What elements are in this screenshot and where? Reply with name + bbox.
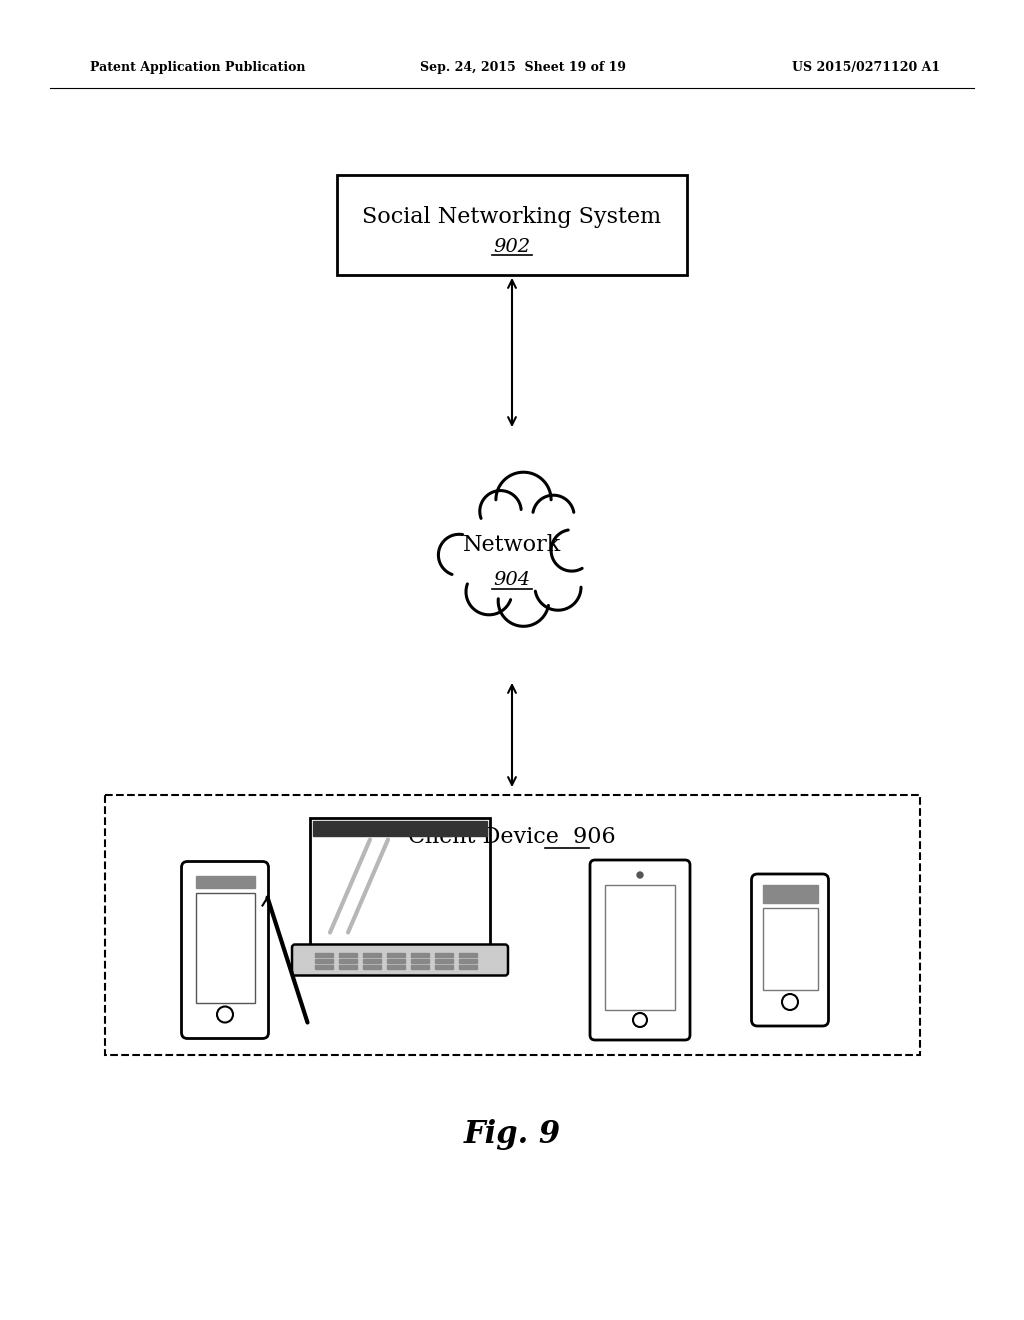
Text: Sep. 24, 2015  Sheet 19 of 19: Sep. 24, 2015 Sheet 19 of 19	[420, 62, 626, 74]
Bar	[196, 892, 255, 1002]
Bar	[435, 958, 453, 962]
Text: Social Networking System: Social Networking System	[362, 206, 662, 228]
Bar	[315, 965, 333, 969]
Bar	[605, 884, 675, 1010]
Bar	[387, 953, 406, 957]
Text: Network: Network	[463, 535, 561, 556]
Bar	[459, 958, 477, 962]
Bar	[337, 176, 687, 275]
Text: US 2015/0271120 A1: US 2015/0271120 A1	[792, 62, 940, 74]
Bar	[313, 821, 487, 836]
Text: 902: 902	[494, 238, 530, 256]
Bar	[310, 817, 490, 948]
Bar	[435, 965, 453, 969]
Bar	[411, 965, 429, 969]
FancyBboxPatch shape	[292, 945, 508, 975]
Bar	[763, 884, 817, 903]
Bar	[387, 965, 406, 969]
Bar	[315, 953, 333, 957]
FancyBboxPatch shape	[752, 874, 828, 1026]
FancyBboxPatch shape	[181, 862, 268, 1039]
Bar	[196, 875, 255, 887]
Text: Client Device  906: Client Device 906	[409, 826, 615, 847]
Bar	[315, 958, 333, 962]
Bar	[339, 953, 357, 957]
Bar	[339, 958, 357, 962]
Bar	[105, 795, 920, 1055]
Bar	[411, 953, 429, 957]
Bar	[339, 965, 357, 969]
Bar	[362, 953, 381, 957]
Bar	[411, 958, 429, 962]
Ellipse shape	[449, 503, 575, 607]
Circle shape	[637, 873, 643, 878]
Text: Patent Application Publication: Patent Application Publication	[90, 62, 305, 74]
Text: Fig. 9: Fig. 9	[464, 1119, 560, 1151]
Bar	[763, 908, 817, 990]
Bar	[459, 965, 477, 969]
Bar	[362, 965, 381, 969]
FancyBboxPatch shape	[590, 861, 690, 1040]
Bar	[387, 958, 406, 962]
Bar	[362, 958, 381, 962]
Text: 904: 904	[494, 572, 530, 589]
Bar	[435, 953, 453, 957]
Bar	[459, 953, 477, 957]
